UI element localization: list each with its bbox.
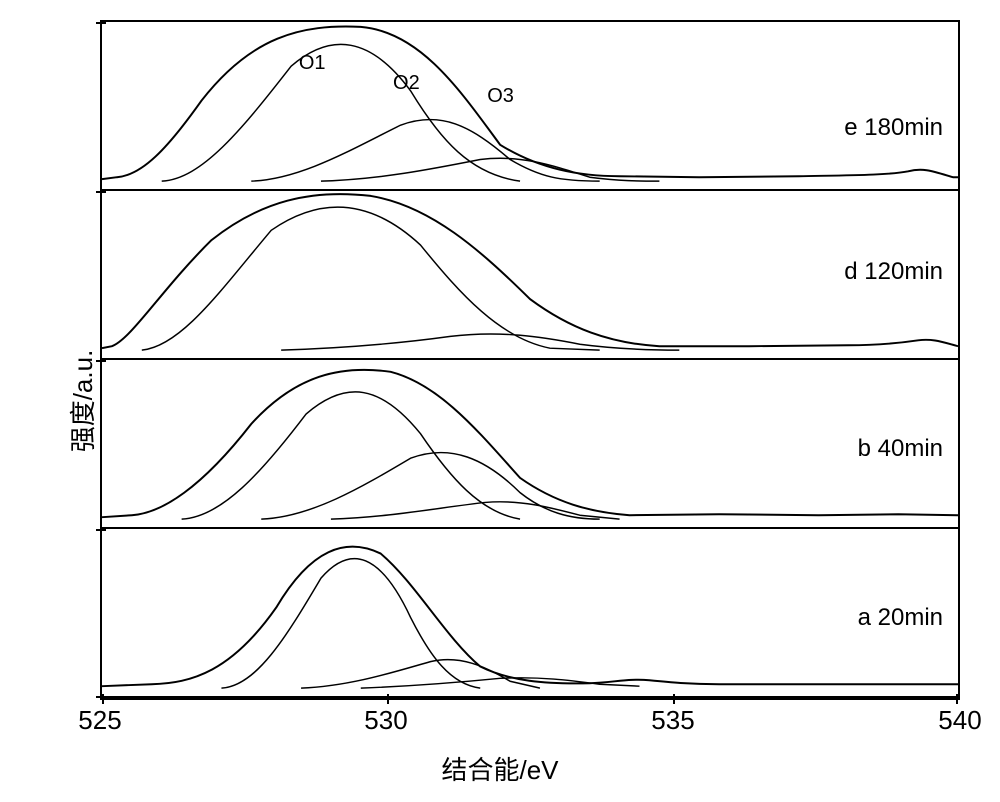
panel-e: e 180min O1 O2 O3 — [102, 22, 958, 191]
x-axis-label: 结合能/eV — [441, 750, 558, 787]
curve-o1 — [162, 44, 520, 181]
curve-envelope — [102, 27, 958, 180]
curve-envelope — [102, 547, 958, 687]
y-tick — [96, 696, 106, 698]
peak-label-o1: O1 — [299, 52, 326, 75]
curve-o2 — [251, 119, 599, 181]
panel-a-svg — [102, 529, 958, 696]
curve-o2 — [301, 660, 540, 689]
panel-d-svg — [102, 191, 958, 358]
x-tick-label: 540 — [938, 705, 981, 736]
x-tick-label: 530 — [364, 705, 407, 736]
y-tick — [96, 22, 106, 24]
y-tick — [96, 360, 106, 362]
x-tick-label: 525 — [78, 705, 121, 736]
peak-label-o2: O2 — [393, 72, 420, 95]
curve-o1 — [182, 392, 520, 519]
x-tick — [673, 694, 675, 704]
panel-a: a 20min — [102, 529, 958, 698]
curve-o1 — [142, 207, 600, 350]
panel-b: b 40min — [102, 360, 958, 529]
panel-b-svg — [102, 360, 958, 527]
panel-d: d 120min — [102, 191, 958, 360]
y-axis-label: 强度/a.u. — [63, 350, 100, 453]
curve-envelope — [102, 194, 958, 348]
xps-chart: 强度/a.u. e 180min O1 O2 O3 d 120min — [0, 0, 1000, 802]
panel-label-a: a 20min — [858, 604, 943, 632]
y-tick — [96, 529, 106, 531]
y-tick — [96, 191, 106, 193]
panel-e-svg — [102, 22, 958, 189]
curve-o2 — [281, 334, 679, 350]
panel-label-d: d 120min — [844, 258, 943, 286]
x-tick — [387, 694, 389, 704]
peak-label-o3: O3 — [487, 85, 514, 108]
panel-label-b: b 40min — [858, 435, 943, 463]
curve-o3 — [331, 502, 620, 519]
curve-envelope — [102, 370, 958, 517]
x-tick — [956, 694, 958, 704]
plot-area: e 180min O1 O2 O3 d 120min b 40min — [100, 20, 960, 700]
curve-o3 — [321, 158, 659, 181]
x-tick-label: 535 — [651, 705, 694, 736]
panel-label-e: e 180min — [844, 114, 943, 142]
